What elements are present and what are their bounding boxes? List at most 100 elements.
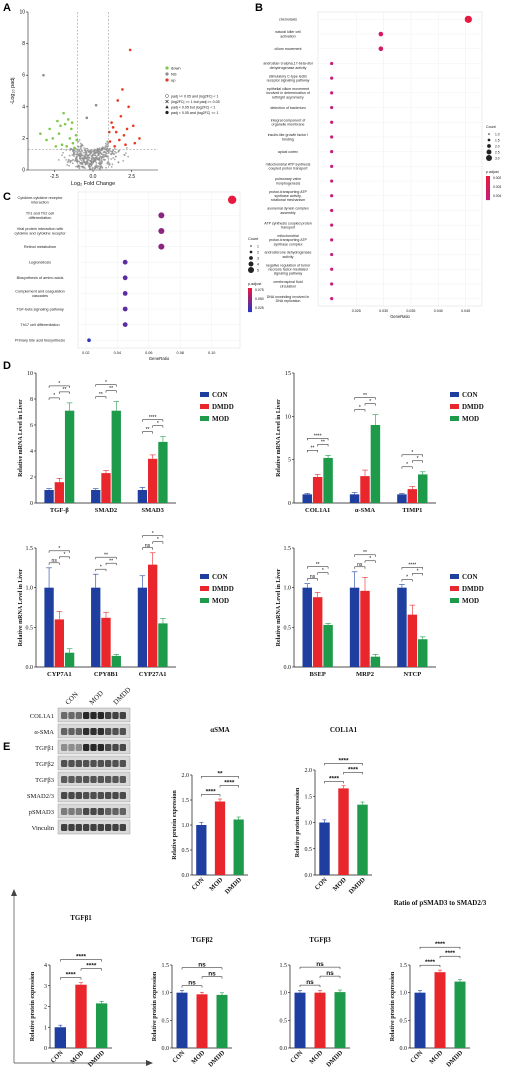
category-label: MOD <box>332 876 348 892</box>
ns-point <box>91 166 94 169</box>
protein-chart-E_TGFb2: TGFβ2 0.0 0.5 1.0 1.5 Relative protein expres… <box>152 936 232 1069</box>
ns-point <box>117 149 120 152</box>
ns-point <box>99 157 101 159</box>
color-legend-label: 0.002 <box>493 176 501 180</box>
x-tick-label: 0.040 <box>434 309 443 313</box>
x-tick-label: 0.02 <box>82 351 89 355</box>
ns-point <box>63 156 66 159</box>
ns-point <box>80 159 83 162</box>
panel-letter-d: D <box>3 360 11 372</box>
category-label-line: receptor signaling pathway <box>267 78 310 82</box>
bar-mod <box>75 984 87 1048</box>
legend-swatch <box>200 392 209 397</box>
blot-row-label: TGFβ1 <box>35 745 54 752</box>
protein-chart-E_ratio: Ratio of pSMAD3 to SMAD2/3 0.0 0.5 1.0 1.5 Re… <box>390 899 487 1069</box>
up-point <box>121 88 124 91</box>
ns-point <box>99 163 102 166</box>
sig-label: * <box>417 456 419 462</box>
category-label: pulmonary valve morphogenesis <box>275 177 301 185</box>
ns-point <box>92 152 95 155</box>
category-label: mitochondrial proton-transporting ATP synt… <box>269 234 307 246</box>
y-tick-label: 0.0 <box>280 1046 288 1052</box>
blot-band <box>68 824 75 831</box>
color-legend-step <box>248 292 252 295</box>
sig-label: ** <box>146 427 150 433</box>
dot-2 <box>158 227 165 235</box>
mrna-chart-D2: 0 5 10 15 Relative mRNA Level in Liver COL1A1… <box>276 371 484 514</box>
bar-mod <box>323 457 333 503</box>
category-label: axonemal dynein complex assembly <box>267 207 309 215</box>
blot-band <box>105 728 112 735</box>
blot-band <box>83 744 90 751</box>
ns-point <box>79 150 81 153</box>
ns-point <box>80 145 83 148</box>
sig-label: ns <box>52 558 58 564</box>
ns-point <box>113 158 116 161</box>
blot-band <box>105 744 112 751</box>
sig-label: ns <box>208 971 216 978</box>
ns-point <box>79 152 82 154</box>
category-label-line: Th1 and Th2 cell <box>26 211 54 215</box>
go-dot-plot: 0.025 0.030 0.035 0.040 0.045 chemotaxis natur… <box>263 11 501 319</box>
dot-8 <box>330 135 334 139</box>
category-label: Biosynthesis of amino acids <box>17 276 64 280</box>
bar-con <box>397 494 407 503</box>
color-legend-step <box>248 309 252 311</box>
ns-point <box>42 73 45 77</box>
sig-label: * <box>406 462 408 468</box>
sig-label: * <box>359 405 361 411</box>
ns-point <box>87 164 90 167</box>
blot-band <box>97 728 104 735</box>
ns-point <box>75 154 78 156</box>
y-tick-label: 1.0 <box>284 586 292 592</box>
ns-point <box>57 158 60 161</box>
blot-band <box>61 808 68 815</box>
category-label-line: assembly <box>280 211 295 215</box>
category-label-line: cilium movement <box>275 47 302 51</box>
chart-title: TGFβ3 <box>309 936 331 944</box>
ns-point <box>89 168 92 170</box>
ns-point <box>95 161 98 164</box>
color-legend-label: 0.004 <box>493 194 501 198</box>
bar-con <box>176 992 188 1048</box>
ns-point <box>71 154 74 156</box>
bar-dmdd <box>312 597 323 667</box>
ns-point <box>92 159 95 162</box>
blot-row-label: TGFβ2 <box>35 761 54 768</box>
category-label: ATP synthesis coupled proton transport <box>264 221 311 229</box>
ns-point <box>77 146 80 148</box>
legend-label: DMDD <box>212 585 234 593</box>
category-label: Th1 and Th2 cell differentiation <box>26 211 54 219</box>
ns-point <box>108 162 111 165</box>
ns-point <box>107 157 110 160</box>
category-label: CON <box>191 876 206 891</box>
size-legend-dot <box>249 250 253 254</box>
blot-band <box>97 792 104 799</box>
bar-con <box>349 587 360 667</box>
ns-point <box>81 143 83 146</box>
color-legend-step <box>248 297 252 299</box>
ns-point <box>89 163 92 165</box>
size-legend-label: 3 <box>257 256 259 260</box>
lane-label: CON <box>64 690 80 706</box>
bar-mod <box>370 656 381 667</box>
sig-label: ns <box>310 574 316 580</box>
category-label-line: mitochondrial <box>277 234 299 238</box>
ns-point <box>66 163 69 166</box>
bar-con <box>302 494 312 503</box>
bar-dmdd <box>233 819 244 875</box>
up-point <box>131 124 135 128</box>
category-label: Complement and coagulation cascades <box>15 289 64 297</box>
y-tick-label: 0.5 <box>162 1018 170 1024</box>
size-legend-label: 1.0 <box>495 132 500 136</box>
blot-band <box>61 760 68 767</box>
bar-mod <box>64 652 75 667</box>
blot-band <box>83 760 90 767</box>
y-tick-label: 0.0 <box>162 1046 170 1052</box>
bar-mod <box>418 639 428 667</box>
category-label: CYP27A1 <box>139 671 167 678</box>
legend-swatch <box>450 392 459 397</box>
category-label-line: activity <box>283 255 294 259</box>
bar-con <box>414 992 426 1048</box>
dot-7 <box>122 306 128 312</box>
